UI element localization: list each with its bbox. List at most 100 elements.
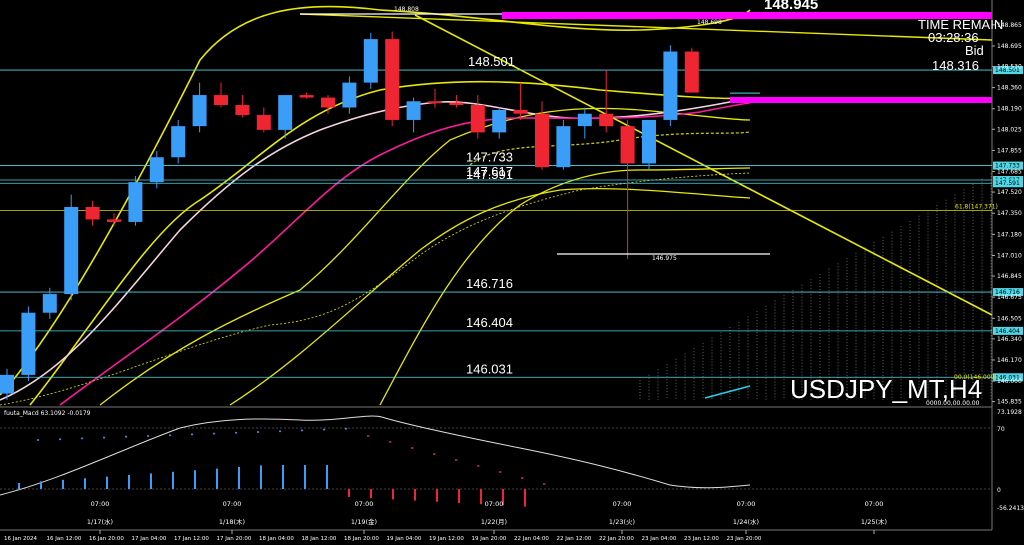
macd-dot (323, 428, 325, 431)
band-line (379, 167, 751, 406)
candle-body (299, 95, 314, 98)
resistance-zone (502, 12, 992, 19)
info-bid-value: 148.316 (932, 58, 979, 73)
candle-body (620, 126, 635, 164)
macd-hist-bar (128, 475, 130, 489)
price-tick-label: 146.505 (997, 315, 1022, 322)
level-tag-label: 146.716 (995, 289, 1020, 296)
macd-dot (521, 477, 523, 479)
candle-body (342, 82, 357, 108)
macd-dot (455, 459, 457, 461)
day-date-label: 1/19(金) (351, 517, 377, 526)
macd-dot (103, 436, 105, 439)
info-bid-label: Bid (965, 43, 984, 58)
time-label: 17 Jan 12:00 (174, 536, 209, 542)
level-tag-label: 147.733 (995, 163, 1020, 170)
macd-hist-bar (392, 489, 394, 500)
macd-dot (389, 441, 391, 443)
macd-dot (301, 429, 303, 432)
macd-hist-bar (304, 465, 306, 489)
macd-hist-bar (524, 489, 526, 507)
macd-dot (125, 435, 127, 438)
level-label: 146.031 (466, 361, 513, 376)
candle-body (599, 113, 614, 127)
price-tick-label: 147.520 (997, 189, 1022, 196)
macd-dot (499, 471, 501, 473)
day-time-label: 07:00 (613, 500, 632, 508)
macd-scale-mid: 70 (997, 426, 1005, 433)
candle-body (449, 102, 464, 106)
level-tag (993, 179, 1023, 188)
level-tag-label: 147.591 (995, 180, 1020, 187)
level-tag-label: 146.031 (995, 374, 1020, 381)
day-date-label: 1/25(木) (861, 517, 887, 526)
macd-dot (345, 427, 347, 430)
band-line (469, 131, 751, 166)
macd-dot (59, 438, 61, 441)
support-zone (730, 97, 992, 103)
band-line (29, 80, 751, 406)
candle-body (278, 95, 293, 130)
macd-dot (37, 439, 39, 441)
band-line (99, 107, 751, 406)
candle-body (256, 114, 271, 130)
macd-hist-bar (370, 489, 372, 499)
level-tag (993, 326, 1023, 335)
level-label: 147.591 (466, 167, 513, 182)
macd-hist-bar (40, 481, 42, 489)
time-label: 18 Jan 20:00 (344, 536, 379, 542)
level-tag-label: 146.404 (995, 328, 1020, 335)
price-tick-label: 147.350 (997, 210, 1022, 217)
candle-body (128, 182, 143, 222)
macd-scale-bottom: -56.2413 (997, 505, 1024, 512)
candle-body (642, 119, 656, 164)
candle-body (513, 109, 528, 114)
time-label: 23 Jan 04:00 (642, 536, 677, 542)
candle-body (663, 51, 678, 120)
time-label: 23 Jan 20:00 (727, 536, 762, 542)
macd-hist-bar (282, 465, 284, 489)
candle-body (235, 105, 250, 115)
price-tick-label: 148.190 (997, 106, 1022, 113)
time-label: 19 Jan 04:00 (387, 536, 422, 542)
price-tick-label: 148.360 (997, 85, 1022, 92)
macd-dot (257, 431, 259, 433)
level-tag (993, 288, 1023, 297)
macd-hist-bar (84, 478, 86, 489)
candle-body (385, 39, 400, 120)
macd-hist-bar (238, 467, 240, 489)
top-price-label: 148.945 (764, 0, 818, 13)
level-label: 146.716 (466, 276, 513, 291)
day-date-label: 1/24(水) (733, 517, 759, 526)
day-time-label: 07:00 (865, 500, 884, 508)
level-label: 146.404 (466, 315, 513, 330)
macd-hist-bar (62, 479, 64, 489)
candle-body (149, 157, 164, 183)
band-line (0, 5, 751, 396)
candle-body (21, 312, 36, 375)
time-label: 23 Jan 12:00 (684, 536, 719, 542)
time-label: 22 Jan 04:00 (514, 536, 549, 542)
band-line (229, 187, 751, 406)
macd-dot (433, 453, 435, 455)
fib-618-label: 61.8(147.371) (955, 204, 998, 211)
info-time-remain-value: 03:28:36 (928, 30, 979, 45)
price-tick-label: 146.675 (997, 294, 1022, 301)
candle-body (321, 97, 335, 108)
macd-hist-bar (150, 473, 152, 489)
time-label: 19 Jan 20:00 (472, 536, 507, 542)
macd-dot (235, 431, 237, 434)
level-label: 147.733 (466, 150, 513, 165)
macd-scale-top: 73.1928 (997, 409, 1022, 416)
candle-body (535, 113, 549, 168)
time-label: 17 Jan 04:00 (132, 536, 167, 542)
candle-body (42, 294, 57, 313)
time-label: 22 Jan 20:00 (599, 536, 634, 542)
macd-hist-bar (414, 489, 416, 501)
candle-body (192, 95, 207, 127)
chikou-line (704, 385, 751, 399)
time-label: 16 Jan 20:00 (89, 536, 124, 542)
day-time-label: 07:00 (223, 500, 242, 508)
time-label: 16 Jan 2024 (4, 536, 37, 542)
